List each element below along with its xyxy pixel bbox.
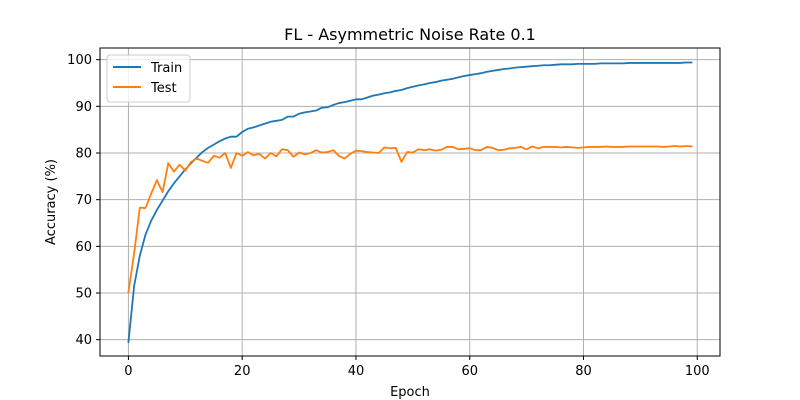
series-line-test — [127, 145, 693, 294]
x-tick-label: 60 — [461, 364, 478, 379]
series-line-train — [127, 61, 693, 343]
x-tick-label: 100 — [685, 364, 710, 379]
chart-title: FL - Asymmetric Noise Rate 0.1 — [284, 25, 536, 44]
x-tick-label: 0 — [124, 364, 132, 379]
x-axis-label: Epoch — [390, 385, 430, 400]
legend-label-train: Train — [150, 61, 182, 76]
legend: Train Test — [106, 54, 191, 103]
y-tick-label: 100 — [67, 53, 92, 68]
y-tick-label: 60 — [75, 240, 92, 255]
y-tick-label: 80 — [75, 147, 92, 162]
x-tick-label: 20 — [234, 364, 251, 379]
gridlines — [100, 48, 720, 356]
x-tick-label: 40 — [348, 364, 365, 379]
y-axis-label: Accuracy (%) — [44, 159, 59, 245]
y-tick-label: 90 — [75, 100, 92, 115]
x-axis-ticks: 0 20 40 60 80 100 — [124, 356, 710, 379]
y-tick-label: 40 — [75, 333, 92, 348]
y-axis-ticks: 40 50 60 70 80 90 100 — [67, 53, 100, 348]
plot-area-frame — [99, 47, 721, 357]
y-tick-label: 50 — [75, 287, 92, 302]
x-tick-label: 80 — [575, 364, 592, 379]
y-tick-label: 70 — [75, 193, 92, 208]
series-lines — [127, 61, 693, 343]
legend-label-test: Test — [150, 81, 177, 96]
